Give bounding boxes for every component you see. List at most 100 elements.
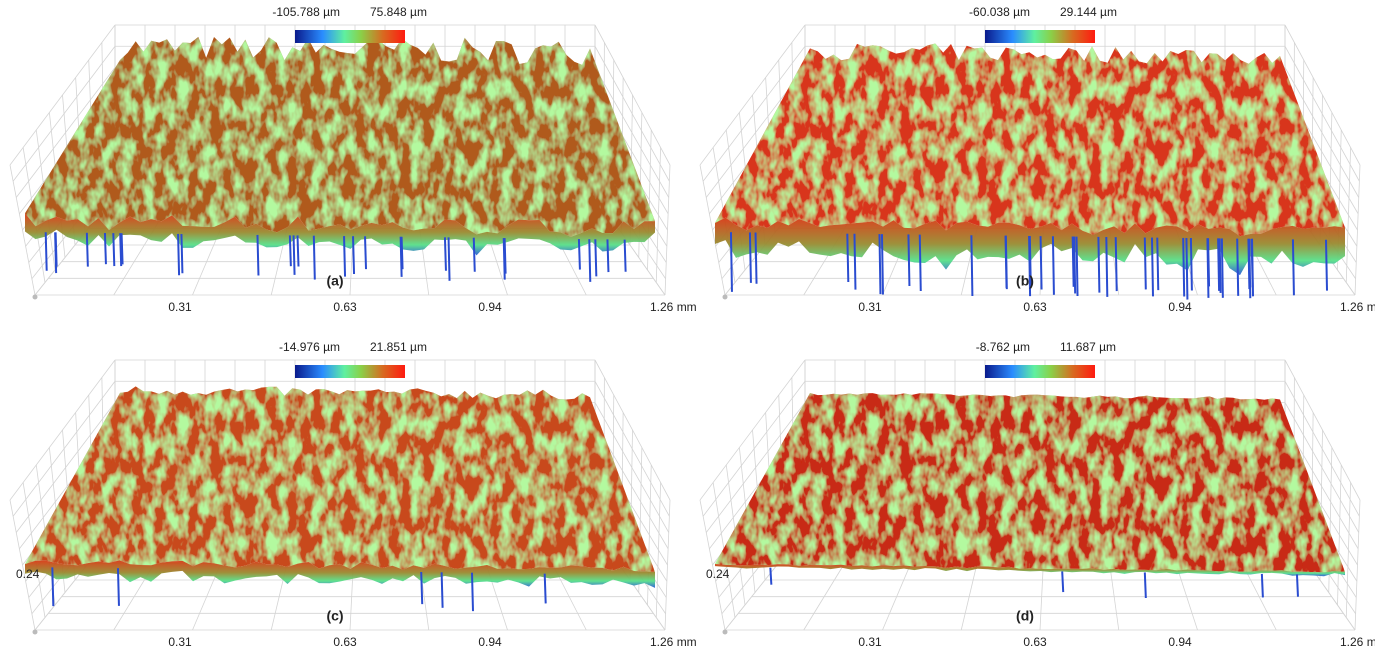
- grid-line: [1284, 24, 1361, 166]
- surface-spike: [472, 237, 476, 272]
- grid-line: [699, 359, 806, 501]
- surface-spike: [288, 235, 292, 267]
- x-tick-label: 0.63: [333, 635, 357, 649]
- grid-line: [15, 402, 116, 533]
- grid-line: [15, 67, 116, 198]
- surface-spike: [177, 233, 181, 276]
- surface-spike: [1075, 236, 1079, 296]
- surface-spike: [748, 232, 752, 283]
- panel-label: (d): [1016, 608, 1034, 624]
- axis-origin: [32, 294, 38, 300]
- surface-spike: [51, 567, 55, 607]
- surface-spike: [543, 573, 547, 604]
- surface-spike: [44, 232, 48, 271]
- grid-line: [12, 381, 116, 517]
- surface-spike: [970, 235, 974, 296]
- grid-line: [12, 46, 116, 182]
- surface-spike: [1248, 238, 1252, 299]
- surface-spike: [754, 232, 758, 284]
- surface-spike: [292, 235, 296, 275]
- surface-spike: [503, 238, 507, 274]
- grid-line: [9, 24, 116, 166]
- x-tick-label: 0.94: [478, 300, 502, 314]
- surface-spike: [1182, 237, 1186, 297]
- scale-max: 29.144 µm: [1060, 5, 1117, 19]
- surface-spike: [420, 572, 424, 605]
- surface-spike: [1189, 238, 1193, 291]
- x-tick-label: 1.26 mm: [650, 635, 697, 649]
- grid-line: [705, 402, 806, 533]
- surface-top: [25, 36, 655, 237]
- x-tick-label: 0.63: [1023, 300, 1047, 314]
- x-tick-label: 0.63: [333, 300, 357, 314]
- surface-spike: [343, 236, 347, 277]
- surface-spike: [1051, 236, 1055, 295]
- scale-min: -14.976 µm: [279, 340, 340, 354]
- surface-spike: [364, 236, 368, 270]
- surface-panel: -14.976 µm 21.851 µm 0.31 0.63 0.94 1.26 mm 0.…: [9, 340, 697, 649]
- surface-spike: [1039, 236, 1043, 290]
- surface-spike: [103, 232, 107, 265]
- x-tick-label: 0.31: [168, 300, 192, 314]
- surface-top: [25, 386, 655, 573]
- axis-origin: [722, 294, 728, 300]
- x-tick-label: 1.26 mm: [1340, 300, 1375, 314]
- surface-spike: [1143, 237, 1147, 290]
- grid-line: [1284, 67, 1360, 198]
- panel-label: (a): [326, 273, 343, 289]
- surface-spike: [1105, 236, 1109, 297]
- grid-line: [594, 381, 670, 517]
- surface-spike: [1236, 238, 1240, 296]
- grid-line: [594, 46, 670, 182]
- surface-top: [715, 43, 1345, 237]
- surface-spike: [623, 239, 627, 272]
- surface-spike: [112, 233, 116, 267]
- surface-spike: [1150, 237, 1154, 297]
- surface-spike: [594, 239, 598, 277]
- color-scale: [985, 30, 1095, 43]
- y-tick-label: 0.24: [706, 567, 730, 581]
- surface-top: [715, 392, 1345, 573]
- surface-spike: [1071, 236, 1075, 287]
- surface-spike: [256, 234, 260, 276]
- scale-min: -105.788 µm: [272, 5, 340, 19]
- grid-line: [594, 402, 670, 533]
- surface-spike: [352, 236, 356, 275]
- surface-spike: [443, 237, 447, 271]
- color-scale: [295, 30, 405, 43]
- surface-panel: -60.038 µm 29.144 µm 0.31 0.63 0.94 1.26 mm (b…: [699, 5, 1375, 314]
- surface-spike: [85, 232, 89, 267]
- surface-spike: [119, 233, 123, 267]
- surface-spike: [1114, 237, 1118, 292]
- surface-front: [715, 564, 1345, 577]
- surface-spike: [878, 234, 882, 295]
- surface-spike: [769, 567, 773, 585]
- surface-spike: [1185, 237, 1189, 300]
- x-tick-label: 0.31: [858, 300, 882, 314]
- surface-spike: [588, 239, 592, 282]
- axis-origin: [722, 629, 728, 635]
- scale-min: -8.762 µm: [976, 340, 1030, 354]
- panel-label: (c): [326, 608, 343, 624]
- grid-line: [9, 359, 116, 501]
- surface-spike: [1156, 237, 1160, 291]
- grid-line: [594, 24, 671, 166]
- surface-spike: [918, 234, 922, 292]
- color-scale: [985, 365, 1095, 378]
- surface-front: [25, 560, 655, 588]
- surface-spike: [1251, 238, 1255, 297]
- grid-line: [702, 381, 806, 517]
- panel-label: (b): [1016, 273, 1034, 289]
- surface-spike: [880, 234, 884, 295]
- x-tick-label: 1.26 mm: [1340, 635, 1375, 649]
- grid-line: [702, 46, 806, 182]
- surface-spike: [296, 235, 300, 267]
- surface-spike: [447, 237, 451, 281]
- axis-origin: [32, 629, 38, 635]
- grid-line: [594, 67, 670, 198]
- y-tick-label: 0.24: [16, 567, 40, 581]
- surface-spike: [54, 232, 58, 274]
- grid-line: [699, 24, 806, 166]
- surface-spike: [1218, 238, 1222, 293]
